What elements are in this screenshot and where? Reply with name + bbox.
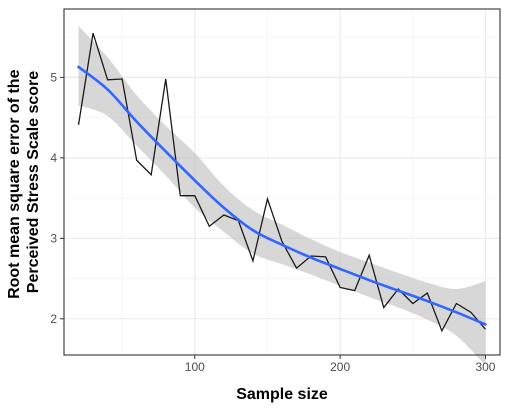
- confidence-ribbon: [78, 25, 486, 366]
- y-tick-label: 5: [50, 70, 57, 84]
- y-tick-label: 2: [50, 312, 57, 326]
- smoothed-trend-line: [77, 65, 487, 326]
- y-axis-title-line-1: Root mean square error of the: [6, 69, 23, 298]
- y-tick-label: 4: [50, 151, 57, 165]
- y-axis-title: Root mean square error of the Perceived …: [6, 65, 42, 299]
- y-axis-ticks: 2 3 4 5: [50, 70, 64, 326]
- observed-rmse-line: [77, 32, 486, 333]
- x-tick-label: 200: [330, 360, 350, 374]
- x-tick-label: 300: [475, 360, 495, 374]
- plot-panel-border: [63, 8, 501, 356]
- y-tick-label: 3: [50, 231, 57, 245]
- x-axis-ticks: 100 200 300: [185, 355, 496, 374]
- y-axis-title-line-2: Perceived Stress Scale score: [25, 71, 42, 293]
- x-axis-title: Sample size: [236, 386, 328, 403]
- x-tick-label: 100: [185, 360, 205, 374]
